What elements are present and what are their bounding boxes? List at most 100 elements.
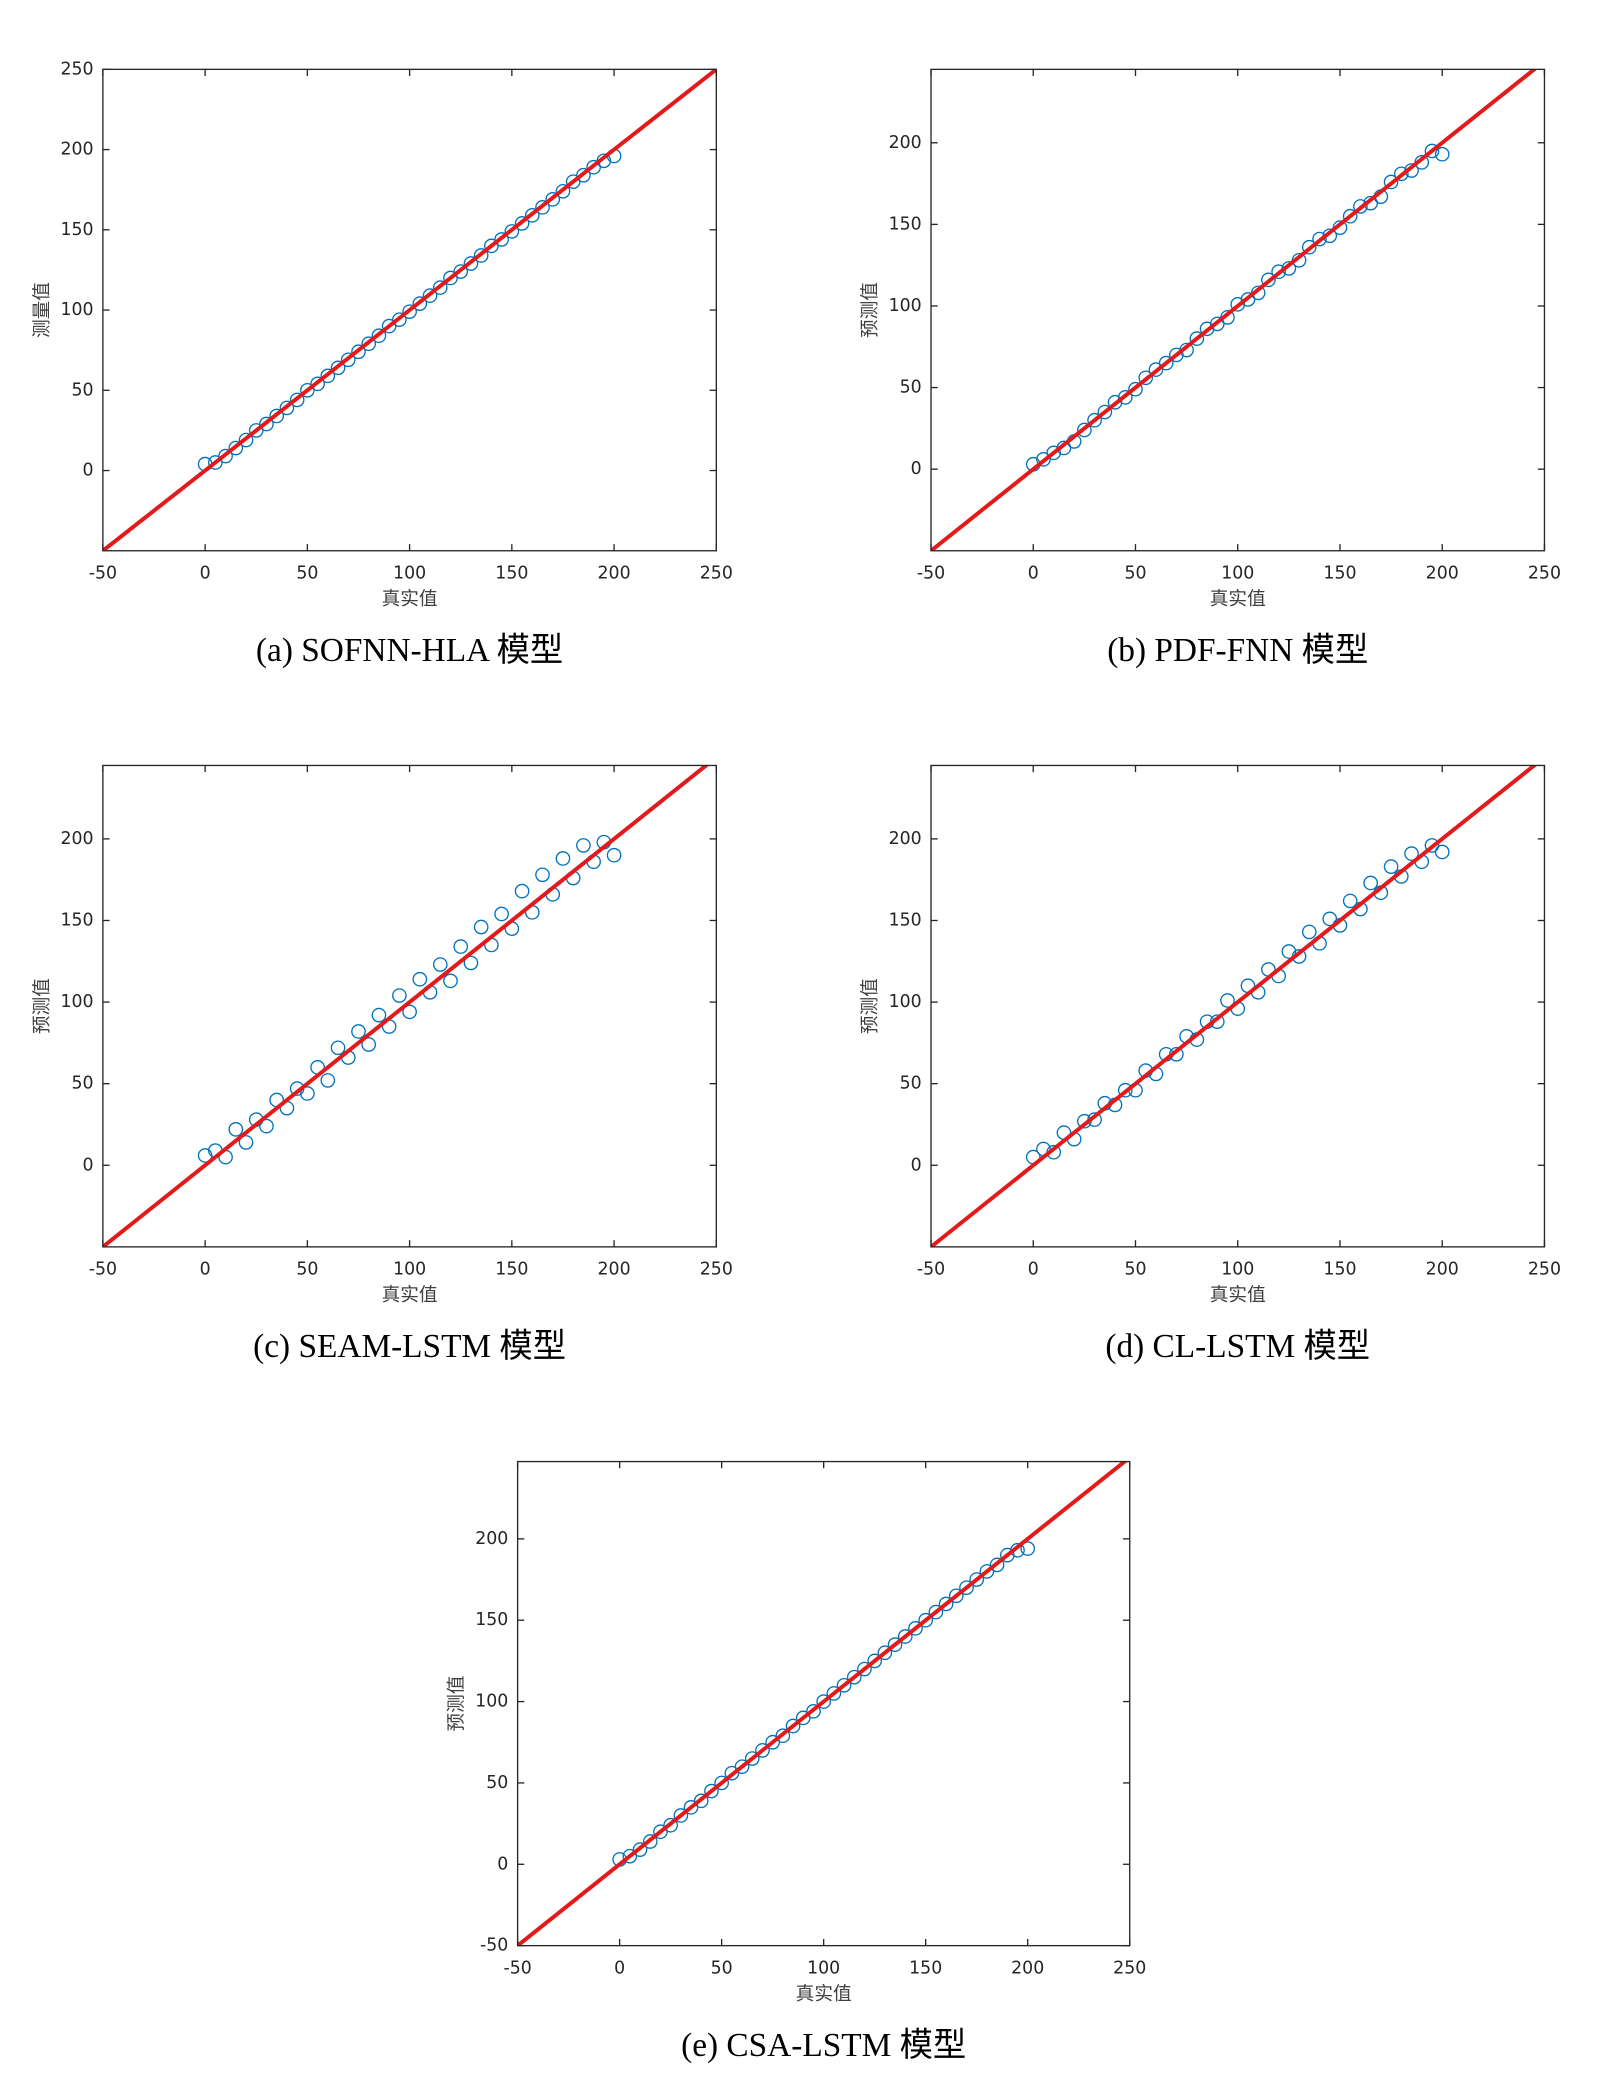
x-tick-label: -50: [89, 563, 117, 583]
scatter-point: [908, 1621, 923, 1636]
scatter-point: [653, 1824, 668, 1840]
scatter-point: [877, 1645, 893, 1661]
scatter-point: [361, 336, 377, 352]
scatter-point: [484, 238, 499, 254]
scatter-point: [432, 957, 448, 972]
scatter-point: [514, 883, 530, 899]
x-tick-label: 250: [700, 563, 733, 583]
scatter-point: [1087, 412, 1102, 428]
scatter-point: [1342, 893, 1358, 909]
scatter-point: [463, 955, 479, 971]
x-tick-label: 100: [1221, 563, 1254, 583]
scatter-point: [330, 1040, 346, 1056]
scatter-point: [1097, 404, 1113, 420]
scatter-point: [371, 328, 387, 344]
scatter-point: [938, 1596, 954, 1612]
x-tick-label: -50: [503, 1958, 531, 1978]
y-tick-label: 0: [83, 1155, 94, 1175]
scatter-point: [816, 1694, 832, 1709]
reference-line: [102, 69, 717, 551]
x-tick-label: 100: [807, 1958, 840, 1978]
caption: (b) PDF-FNN 模型: [1107, 632, 1368, 669]
scatter-point: [289, 392, 305, 408]
scatter-point: [443, 973, 458, 989]
y-tick-label: 0: [911, 1155, 922, 1175]
x-tick-label: 200: [1426, 1260, 1459, 1280]
scatter-point: [392, 988, 407, 1003]
x-tick-label: 100: [393, 563, 426, 583]
scatter-point: [755, 1743, 770, 1758]
caption: (d) CL-LSTM 模型: [1105, 1328, 1370, 1365]
scatter-point: [453, 264, 469, 279]
scatter-point: [714, 1775, 729, 1791]
x-tick-label: 50: [711, 1958, 733, 1978]
scatter-point: [989, 1557, 1005, 1573]
scatter-point: [663, 1817, 678, 1833]
scatter-point: [1209, 316, 1225, 332]
scatter-point: [300, 382, 315, 398]
scatter-point: [473, 248, 489, 263]
scatter-point: [806, 1704, 821, 1719]
scatter-point: [504, 224, 520, 239]
scatter-point: [330, 360, 346, 376]
x-tick-label: -50: [917, 1260, 945, 1280]
scatter-point: [979, 1564, 995, 1579]
x-tick-label: 0: [200, 1260, 211, 1280]
y-tick-label: 0: [911, 459, 922, 479]
y-tick-label: 100: [60, 300, 93, 320]
y-tick-label: 0: [497, 1854, 508, 1874]
scatter-point: [1220, 993, 1235, 1008]
y-tick-label: 150: [60, 910, 93, 930]
scatter-point: [1138, 370, 1154, 386]
scatter-point: [1020, 1541, 1036, 1556]
scatter-point: [1301, 239, 1317, 255]
scatter-point: [1077, 422, 1092, 438]
y-tick-label: 100: [889, 992, 922, 1012]
scatter-point: [576, 167, 591, 183]
scatter-point: [555, 183, 571, 199]
scatter-point: [432, 280, 448, 295]
x-tick-label: 250: [1528, 1260, 1561, 1280]
scatter-point: [238, 1135, 254, 1150]
x-axis-label: 真实值: [382, 589, 438, 610]
scatter-point: [959, 1580, 974, 1596]
scatter-point: [300, 1086, 315, 1101]
y-tick-label: 50: [900, 1074, 922, 1094]
y-axis-label: 预测值: [860, 282, 881, 338]
x-axis-label: 真实值: [1210, 1285, 1266, 1306]
y-tick-label: 200: [889, 829, 922, 849]
scatter-point: [524, 208, 540, 223]
scatter-point: [473, 919, 489, 935]
reference-line: [931, 765, 1538, 1247]
scatter-point: [320, 368, 336, 384]
y-axis-label: 预测值: [447, 1676, 468, 1732]
scatter-point: [1261, 272, 1276, 288]
scatter-point: [1128, 381, 1143, 397]
y-tick-label: 100: [889, 296, 922, 316]
scatter-point: [928, 1604, 944, 1620]
y-tick-label: 100: [475, 1692, 508, 1712]
scatter-point: [443, 270, 458, 286]
y-tick-label: 50: [486, 1773, 508, 1793]
scatter-point: [545, 191, 561, 207]
scatter-point: [1393, 166, 1409, 182]
scatter-point: [1312, 231, 1327, 247]
scatter-point: [381, 318, 397, 334]
scatter-point: [744, 1751, 760, 1766]
scatter-point: [279, 400, 295, 416]
scatter-point: [1189, 331, 1205, 346]
scatter-point: [1434, 146, 1450, 162]
x-tick-label: -50: [89, 1260, 117, 1280]
caption: (c) SEAM-LSTM 模型: [253, 1328, 566, 1365]
scatter-point: [724, 1765, 740, 1781]
scatter-point: [1363, 875, 1378, 891]
scatter-point: [412, 296, 428, 311]
reference-line: [931, 69, 1538, 551]
scatter-point: [351, 1024, 366, 1039]
scatter-point: [514, 216, 530, 231]
scatter-point: [218, 448, 233, 464]
y-tick-label: 250: [60, 59, 93, 79]
plot-area: [102, 69, 717, 551]
scatter-point: [248, 423, 264, 438]
